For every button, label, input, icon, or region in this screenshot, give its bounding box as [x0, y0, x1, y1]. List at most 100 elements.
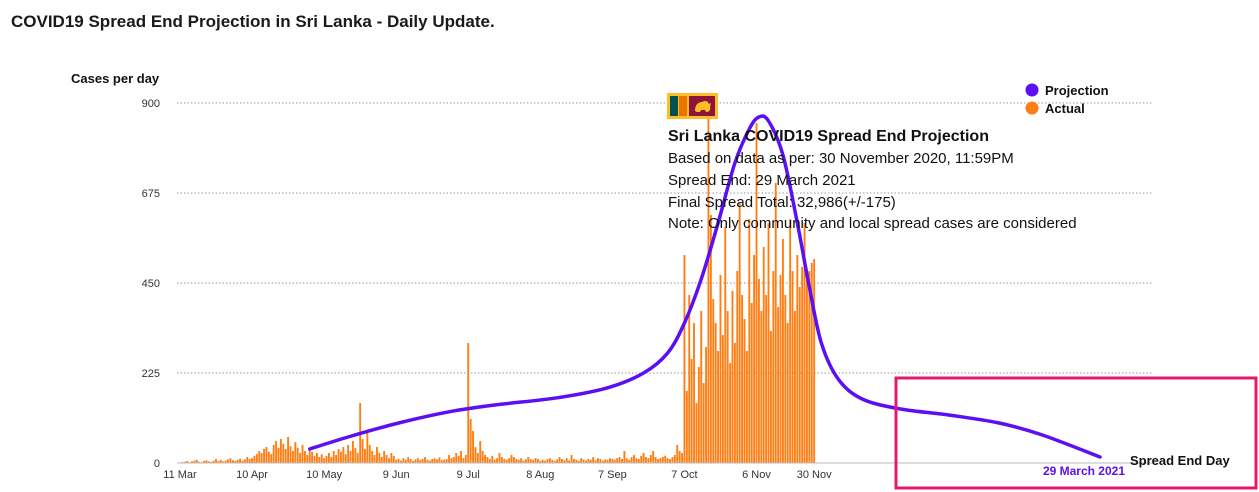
actual-bar — [215, 459, 217, 463]
actual-bar — [587, 459, 590, 463]
actual-bar — [666, 458, 669, 463]
annotation-title: Sri Lanka COVID19 Spread End Projection — [668, 128, 989, 145]
actual-bar — [193, 460, 196, 463]
actual-bar — [388, 458, 390, 463]
actual-bar — [657, 459, 659, 463]
actual-bar — [786, 323, 789, 463]
actual-bar — [246, 457, 249, 463]
actual-bar — [344, 454, 347, 463]
x-tick-label: 7 Oct — [671, 469, 697, 481]
actual-bar — [186, 461, 189, 463]
page-title: COVID19 Spread End Projection in Sri Lan… — [11, 12, 495, 31]
actual-bar — [762, 247, 765, 463]
actual-bar — [512, 457, 515, 463]
x-tick-label: 9 Jul — [457, 469, 480, 481]
actual-bar — [741, 295, 744, 463]
actual-bar — [630, 457, 633, 463]
actual-bar — [436, 459, 438, 463]
actual-bar — [255, 454, 258, 463]
actual-bars — [179, 119, 816, 463]
actual-bar — [318, 457, 321, 463]
actual-bar — [383, 451, 386, 463]
actual-bar — [234, 461, 237, 463]
actual-bar — [330, 457, 333, 463]
actual-bar — [640, 455, 643, 463]
actual-bar — [527, 457, 530, 463]
actual-bar — [774, 183, 777, 463]
actual-bar — [681, 453, 683, 463]
actual-bar — [604, 459, 607, 463]
actual-bar — [685, 391, 688, 463]
actual-bar — [455, 453, 458, 463]
actual-bar — [450, 458, 453, 463]
actual-bar — [210, 461, 213, 463]
actual-bar — [551, 459, 554, 463]
y-axis-ticks: 0 225 450 675 900 — [142, 98, 160, 470]
actual-bar — [325, 455, 328, 463]
actual-bar — [539, 461, 542, 463]
actual-bar — [577, 461, 580, 463]
actual-bar — [368, 445, 371, 463]
actual-bar — [364, 449, 366, 463]
actual-bar — [282, 443, 285, 463]
y-tick-label: 0 — [154, 458, 160, 470]
actual-bar — [736, 271, 739, 463]
actual-bar — [464, 455, 467, 463]
actual-bar — [445, 459, 448, 463]
actual-bar — [469, 419, 472, 463]
actual-bar — [721, 335, 724, 463]
actual-bar — [378, 453, 381, 463]
actual-bar — [267, 451, 270, 463]
actual-bar — [724, 227, 727, 463]
chart-annotation: Sri Lanka COVID19 Spread End Projection … — [668, 128, 1077, 232]
actual-bar — [301, 445, 304, 463]
actual-bar — [585, 460, 587, 463]
actual-bar — [793, 311, 796, 463]
actual-bar — [484, 455, 487, 463]
y-tick-label: 900 — [142, 98, 160, 110]
actual-bar — [729, 363, 732, 463]
actual-bar — [645, 457, 647, 463]
actual-bar — [524, 459, 527, 463]
actual-bar — [421, 459, 424, 463]
actual-bar — [183, 461, 186, 463]
actual-bar — [332, 451, 335, 463]
actual-bar — [642, 453, 645, 463]
actual-bar — [623, 451, 626, 463]
actual-bar — [272, 445, 275, 463]
actual-bar — [810, 263, 813, 463]
actual-bar — [536, 459, 539, 463]
actual-bar — [294, 442, 297, 463]
actual-bar — [467, 343, 470, 463]
actual-bar — [284, 449, 287, 463]
actual-bar — [397, 459, 400, 463]
actual-bar — [750, 303, 753, 463]
actual-bar — [279, 439, 282, 463]
actual-bar — [676, 445, 679, 463]
spread-end-highlight-box — [894, 376, 1258, 490]
y-tick-label: 225 — [142, 368, 160, 380]
actual-bar — [481, 451, 484, 463]
actual-bar — [753, 255, 756, 463]
actual-bar — [323, 458, 326, 463]
x-tick-label: 11 Mar — [163, 469, 197, 481]
actual-bar — [767, 223, 770, 463]
actual-bar — [597, 458, 599, 463]
actual-bar — [335, 455, 338, 463]
actual-bar — [217, 461, 220, 463]
y-tick-label: 450 — [142, 278, 160, 290]
actual-bar — [390, 453, 393, 463]
actual-bar — [299, 453, 302, 463]
actual-bar — [695, 403, 698, 463]
actual-bar — [707, 119, 710, 463]
actual-bar — [697, 367, 700, 463]
actual-bar — [277, 447, 280, 463]
actual-bar — [563, 460, 566, 463]
actual-bar — [661, 457, 664, 463]
actual-bar — [270, 454, 273, 463]
actual-bar — [354, 447, 357, 463]
actual-bar — [402, 458, 405, 463]
legend-actual-label: Actual — [1045, 101, 1085, 116]
actual-bar — [448, 455, 450, 463]
actual-bar — [601, 460, 604, 463]
